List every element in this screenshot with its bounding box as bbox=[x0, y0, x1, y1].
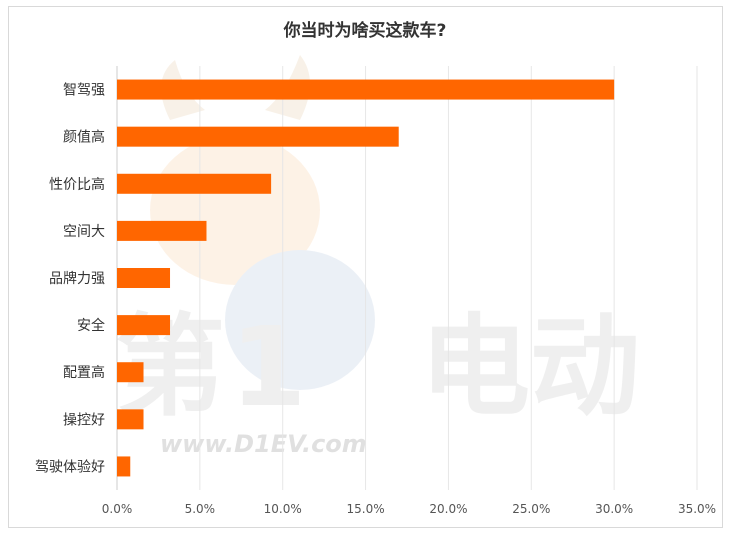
bar bbox=[117, 362, 144, 383]
x-tick-label: 30.0% bbox=[595, 502, 633, 516]
category-label: 配置高 bbox=[63, 364, 105, 381]
x-tick-labels: 0.0% 5.0% 10.0% 15.0% 20.0% 25.0% 30.0% 35.0% bbox=[102, 502, 716, 516]
watermark-text: www.D1EV.com bbox=[160, 430, 367, 458]
bar bbox=[117, 79, 615, 100]
svg-text:电动: 电动 bbox=[420, 303, 640, 431]
x-tick-label: 10.0% bbox=[264, 502, 302, 516]
watermark-logo: 第 1 电动 bbox=[115, 55, 640, 431]
category-label: 操控好 bbox=[63, 412, 105, 428]
category-label: 智驾强 bbox=[63, 83, 105, 99]
x-tick-label: 35.0% bbox=[678, 502, 716, 516]
bar bbox=[117, 456, 131, 477]
bar bbox=[117, 268, 171, 288]
svg-text:1: 1 bbox=[230, 303, 307, 431]
category-label: 驾驶体验好 bbox=[35, 459, 105, 475]
category-label: 安全 bbox=[77, 317, 105, 334]
bar bbox=[117, 126, 399, 147]
chart-title: 你当时为啥买这款车? bbox=[283, 21, 447, 41]
x-tick-label: 0.0% bbox=[102, 502, 133, 516]
bar bbox=[117, 173, 272, 194]
x-tick-label: 5.0% bbox=[185, 502, 216, 516]
bars bbox=[117, 79, 615, 477]
x-tick-label: 15.0% bbox=[347, 502, 385, 516]
category-label: 空间大 bbox=[63, 224, 105, 240]
x-tick-label: 25.0% bbox=[512, 502, 550, 516]
x-tick-label: 20.0% bbox=[429, 502, 467, 516]
bar bbox=[117, 315, 171, 336]
bar bbox=[117, 409, 144, 430]
category-label: 颜值高 bbox=[63, 129, 105, 146]
category-label: 品牌力强 bbox=[49, 270, 105, 287]
category-label: 性价比高 bbox=[49, 176, 105, 193]
bar bbox=[117, 220, 207, 241]
